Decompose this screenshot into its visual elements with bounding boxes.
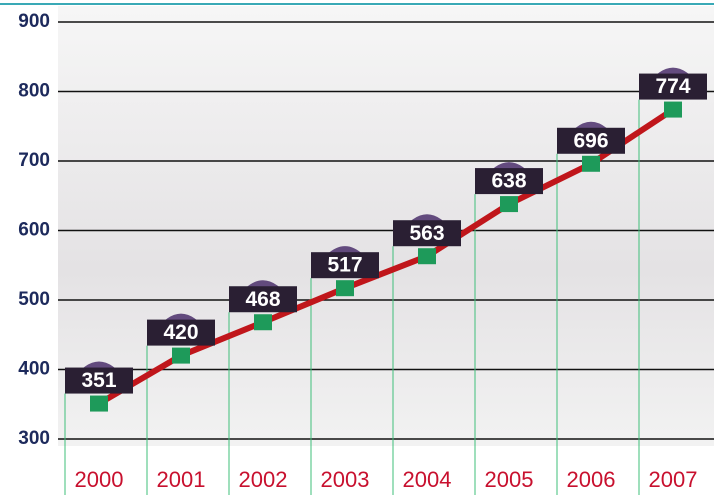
x-tick-label: 2001 — [157, 467, 206, 492]
line — [97, 107, 675, 407]
marker — [90, 395, 108, 412]
label-box — [229, 286, 297, 313]
x-tick-label: 2000 — [75, 467, 124, 492]
value-label: 638 — [491, 170, 526, 193]
marker — [172, 347, 190, 364]
label-box — [557, 127, 625, 154]
marker — [254, 314, 272, 331]
value-label: 351 — [81, 369, 116, 392]
value-label: 517 — [327, 254, 362, 277]
x-tick-label: 2004 — [403, 467, 452, 492]
marker — [418, 248, 436, 265]
y-tick-label: 900 — [18, 11, 50, 32]
x-tick-label: 2007 — [649, 467, 698, 492]
x-tick-label: 2006 — [567, 467, 616, 492]
y-tick-label: 700 — [18, 150, 50, 171]
value-label: 468 — [245, 288, 280, 311]
x-tick-label: 2002 — [239, 467, 288, 492]
label-box — [639, 73, 707, 100]
value-label: 420 — [163, 321, 198, 344]
y-tick-label: 800 — [18, 81, 50, 102]
y-tick-label: 600 — [18, 220, 50, 241]
y-tick-label: 400 — [18, 359, 50, 380]
marker — [582, 155, 600, 172]
label-box — [311, 252, 379, 279]
x-tick-label: 2005 — [485, 467, 534, 492]
label-box — [65, 367, 133, 394]
marker — [664, 101, 682, 118]
marker — [336, 280, 354, 297]
label-box — [147, 319, 215, 346]
label-box — [475, 168, 543, 195]
y-tick-label: 500 — [18, 289, 50, 310]
marker — [500, 196, 518, 213]
value-label: 696 — [573, 129, 608, 152]
label-box — [393, 220, 461, 247]
x-tick-label: 2003 — [321, 467, 370, 492]
y-tick-label: 300 — [18, 428, 50, 449]
value-label: 774 — [655, 75, 690, 98]
plot-background — [58, 6, 714, 446]
value-label: 563 — [409, 222, 444, 245]
